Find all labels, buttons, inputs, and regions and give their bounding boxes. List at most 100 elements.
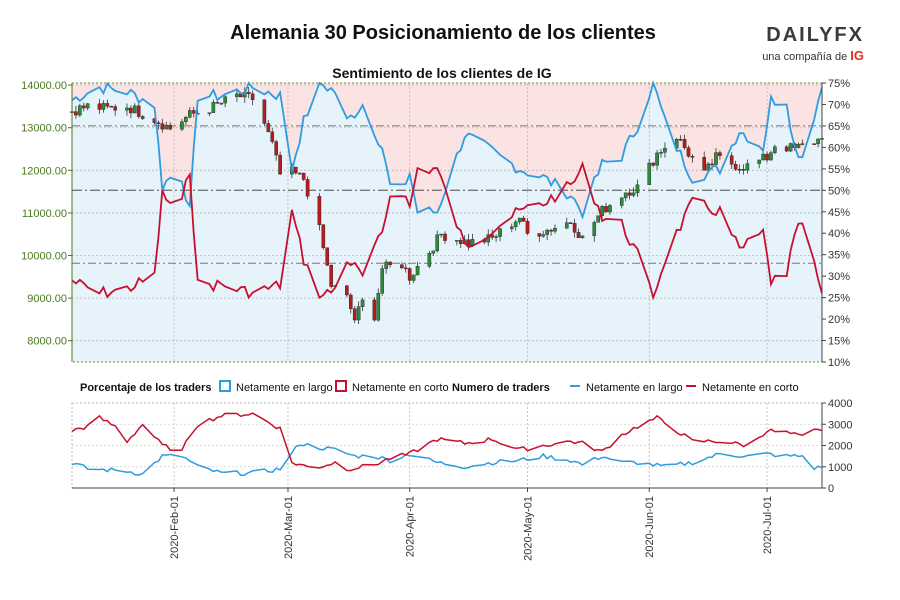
candle-body xyxy=(619,197,624,206)
pct-tick-label: 20% xyxy=(828,314,850,326)
candle-body xyxy=(250,93,255,100)
candle-body xyxy=(427,253,432,267)
candle-body xyxy=(521,217,526,222)
candle-body xyxy=(294,166,298,174)
candle-body xyxy=(403,267,408,270)
candle-body xyxy=(133,105,137,114)
candle-body xyxy=(266,123,271,133)
candle-body xyxy=(718,152,722,156)
brand-name: DAILYFX xyxy=(766,24,864,46)
candle-body xyxy=(596,215,600,223)
candle-body xyxy=(608,205,612,213)
price-tick-label: 12000.00 xyxy=(21,165,67,177)
candle-body xyxy=(812,143,816,145)
candle-body xyxy=(356,306,361,321)
candle-body xyxy=(663,147,667,153)
candle-body xyxy=(215,102,220,104)
candle-body xyxy=(800,143,805,145)
candle-body xyxy=(164,124,169,130)
candle-body xyxy=(246,91,251,94)
candle-body xyxy=(631,192,636,196)
candle-body xyxy=(494,236,498,238)
candle-body xyxy=(604,206,608,213)
pct-tick-label: 10% xyxy=(828,357,850,369)
candle-body xyxy=(651,162,655,166)
net-long-pct-line xyxy=(71,80,823,220)
candle-body xyxy=(140,116,145,119)
candle-body xyxy=(345,285,349,296)
legend-pct-short-label: Netamente en corto xyxy=(352,382,449,394)
candle-body xyxy=(435,234,439,252)
candle-body xyxy=(765,153,769,161)
candle-body xyxy=(168,124,172,130)
candle-body xyxy=(796,144,801,148)
candle-body xyxy=(109,105,114,108)
candle-body xyxy=(384,261,388,269)
candle-body xyxy=(317,196,322,225)
pct-tick-label: 25% xyxy=(828,293,850,305)
sentiment-fill xyxy=(72,83,822,362)
candle-body xyxy=(600,206,604,216)
candle-body xyxy=(710,163,714,166)
candle-body xyxy=(525,221,530,234)
sentiment-lines xyxy=(71,80,823,301)
candle-body xyxy=(97,103,102,110)
candle-body xyxy=(388,261,392,266)
candle-body xyxy=(415,266,420,276)
date-tick-label: 2020-Jun-01 xyxy=(644,496,656,558)
candle-body xyxy=(513,221,518,228)
candle-body xyxy=(761,153,765,161)
candle-body xyxy=(537,233,542,237)
axis-ticks: 8000.00 9000.00 10000.00 11000.00 12000.00 13… xyxy=(21,78,852,561)
candle-body xyxy=(301,172,306,180)
long-fill-region xyxy=(72,83,822,362)
date-tick-label: 2020-Feb-01 xyxy=(169,496,181,559)
candle-body xyxy=(125,107,129,111)
candle-body xyxy=(769,152,773,161)
candle-body xyxy=(262,99,267,124)
candle-body xyxy=(627,192,632,196)
candle-body xyxy=(74,111,78,116)
candle-body xyxy=(517,217,522,223)
pct-tick-label: 40% xyxy=(828,228,850,240)
count-tick-label: 3000 xyxy=(828,419,852,431)
candle-body xyxy=(329,264,333,287)
candle-body xyxy=(553,227,557,232)
pct-tick-label: 15% xyxy=(828,336,850,348)
candle-body xyxy=(545,229,549,235)
candle-body xyxy=(180,121,184,130)
candle-body xyxy=(360,299,365,307)
candle-body xyxy=(741,169,746,171)
net-short-pct-line xyxy=(71,160,823,301)
candle-body xyxy=(129,107,133,114)
candle-body xyxy=(325,247,330,266)
candle-body xyxy=(101,103,106,110)
candle-body xyxy=(352,308,357,321)
candle-body xyxy=(714,152,718,165)
candle-body xyxy=(274,141,278,156)
candle-body xyxy=(564,222,569,229)
candle-body xyxy=(635,184,640,194)
candle-body xyxy=(85,103,90,109)
candle-body xyxy=(411,274,416,281)
candle-body xyxy=(443,233,447,241)
candle-body xyxy=(757,159,761,164)
date-tick-label: 2020-Mar-01 xyxy=(283,496,295,559)
traders-lines xyxy=(71,412,823,477)
candle-body xyxy=(348,294,353,309)
price-tick-label: 10000.00 xyxy=(21,251,67,263)
candle-body xyxy=(466,239,471,246)
candle-body xyxy=(572,223,577,233)
candle-body xyxy=(690,156,695,158)
net-long-count-line xyxy=(71,442,823,477)
pct-tick-label: 70% xyxy=(828,99,850,111)
pct-tick-label: 60% xyxy=(828,142,850,154)
legend-pct-title: Porcentaje de los traders xyxy=(80,382,211,394)
legend-num-short-label: Netamente en corto xyxy=(702,382,799,394)
candle-body xyxy=(541,234,546,237)
legend-num-long-label: Netamente en largo xyxy=(586,382,683,394)
pct-tick-label: 55% xyxy=(828,164,850,176)
legend-pct-long-swatch xyxy=(219,380,231,392)
chart-subtitle: Sentimiento de los clientes de IG xyxy=(332,65,552,81)
candle-body xyxy=(297,172,302,175)
